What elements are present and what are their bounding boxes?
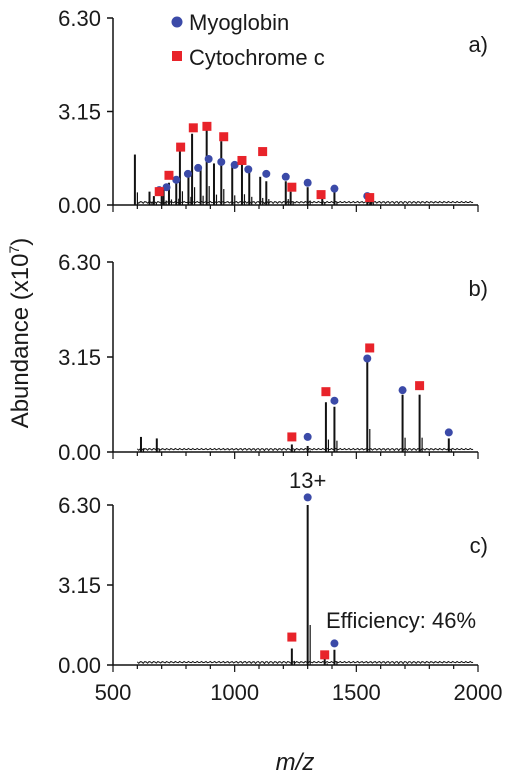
y-tick-label: 6.30 — [58, 493, 101, 518]
y-tick-label: 0.00 — [58, 193, 101, 218]
y-tick-label: 0.00 — [58, 440, 101, 465]
cytochrome-marker — [365, 343, 375, 353]
x-tick-label: 1500 — [332, 680, 381, 705]
x-tick-label: 500 — [95, 680, 132, 705]
spectrum-baseline — [136, 447, 474, 452]
spectrum-baseline — [136, 660, 474, 665]
panel-label: a) — [468, 32, 488, 57]
myoglobin-marker — [183, 169, 192, 178]
myoglobin-marker — [398, 386, 407, 395]
x-tick-label: 1000 — [210, 680, 259, 705]
legend-myoglobin-marker — [171, 16, 183, 28]
myoglobin-marker — [217, 157, 226, 166]
myoglobin-marker — [330, 396, 339, 405]
myoglobin-marker — [172, 175, 181, 184]
myoglobin-marker — [330, 184, 339, 193]
legend-cytochrome-marker — [172, 51, 182, 61]
myoglobin-marker — [162, 183, 171, 192]
cytochrome-marker — [219, 132, 229, 142]
y-axis-title-exponent: 7 — [6, 246, 22, 254]
myoglobin-marker — [303, 432, 312, 441]
cytochrome-marker — [287, 432, 297, 442]
y-axis-title-close: ) — [7, 238, 34, 246]
cytochrome-marker — [237, 155, 247, 165]
cytochrome-marker — [258, 147, 268, 157]
cytochrome-marker — [176, 142, 186, 152]
cytochrome-marker — [365, 193, 375, 203]
x-tick-label: 2000 — [454, 680, 503, 705]
cytochrome-marker — [164, 170, 174, 180]
y-tick-label: 3.15 — [58, 573, 101, 598]
cytochrome-marker — [202, 121, 212, 131]
charge-state-label: 13+ — [289, 468, 326, 493]
cytochrome-marker — [320, 650, 330, 660]
myoglobin-marker — [281, 172, 290, 181]
y-tick-label: 0.00 — [58, 653, 101, 678]
cytochrome-marker — [316, 190, 326, 200]
myoglobin-marker — [204, 154, 213, 163]
efficiency-label: Efficiency: 46% — [326, 608, 476, 633]
myoglobin-marker — [194, 163, 203, 172]
myoglobin-marker — [444, 428, 453, 437]
myoglobin-marker — [262, 169, 271, 178]
y-tick-label: 6.30 — [58, 6, 101, 31]
legend-myoglobin-label: Myoglobin — [189, 10, 289, 35]
y-tick-label: 3.15 — [58, 100, 101, 125]
y-tick-label: 6.30 — [58, 250, 101, 275]
y-tick-label: 3.15 — [58, 345, 101, 370]
panel-label: c) — [470, 533, 488, 558]
legend-cytochrome-label: Cytochrome c — [189, 45, 325, 70]
panel-label: b) — [468, 276, 488, 301]
y-axis-title: Abundance (x107) — [6, 238, 34, 429]
myoglobin-marker — [303, 493, 312, 502]
myoglobin-marker — [230, 160, 239, 169]
panel-b: 0.00 3.15 6.30 b) — [58, 250, 488, 465]
cytochrome-marker — [287, 182, 297, 192]
cytochrome-marker — [321, 387, 331, 397]
myoglobin-marker — [363, 354, 372, 363]
cytochrome-marker — [154, 187, 164, 197]
x-axis-title: m/z — [276, 749, 315, 776]
panel-a: 0.00 3.15 6.30 a) — [58, 6, 488, 218]
panel-c: 0.00 3.15 6.30 c) 13+ Efficiency: 46% — [58, 468, 488, 678]
y-axis-title-text: Abundance (x10 — [7, 254, 34, 429]
cytochrome-marker — [188, 123, 198, 133]
myoglobin-marker — [244, 165, 253, 174]
myoglobin-marker — [303, 178, 312, 187]
cytochrome-marker — [415, 381, 425, 391]
cytochrome-marker — [287, 632, 297, 642]
x-tick-labels: 500 1000 1500 2000 — [95, 680, 503, 705]
myoglobin-marker — [330, 639, 339, 648]
spectrum-baseline — [136, 200, 474, 205]
legend: Myoglobin Cytochrome c — [171, 10, 325, 70]
